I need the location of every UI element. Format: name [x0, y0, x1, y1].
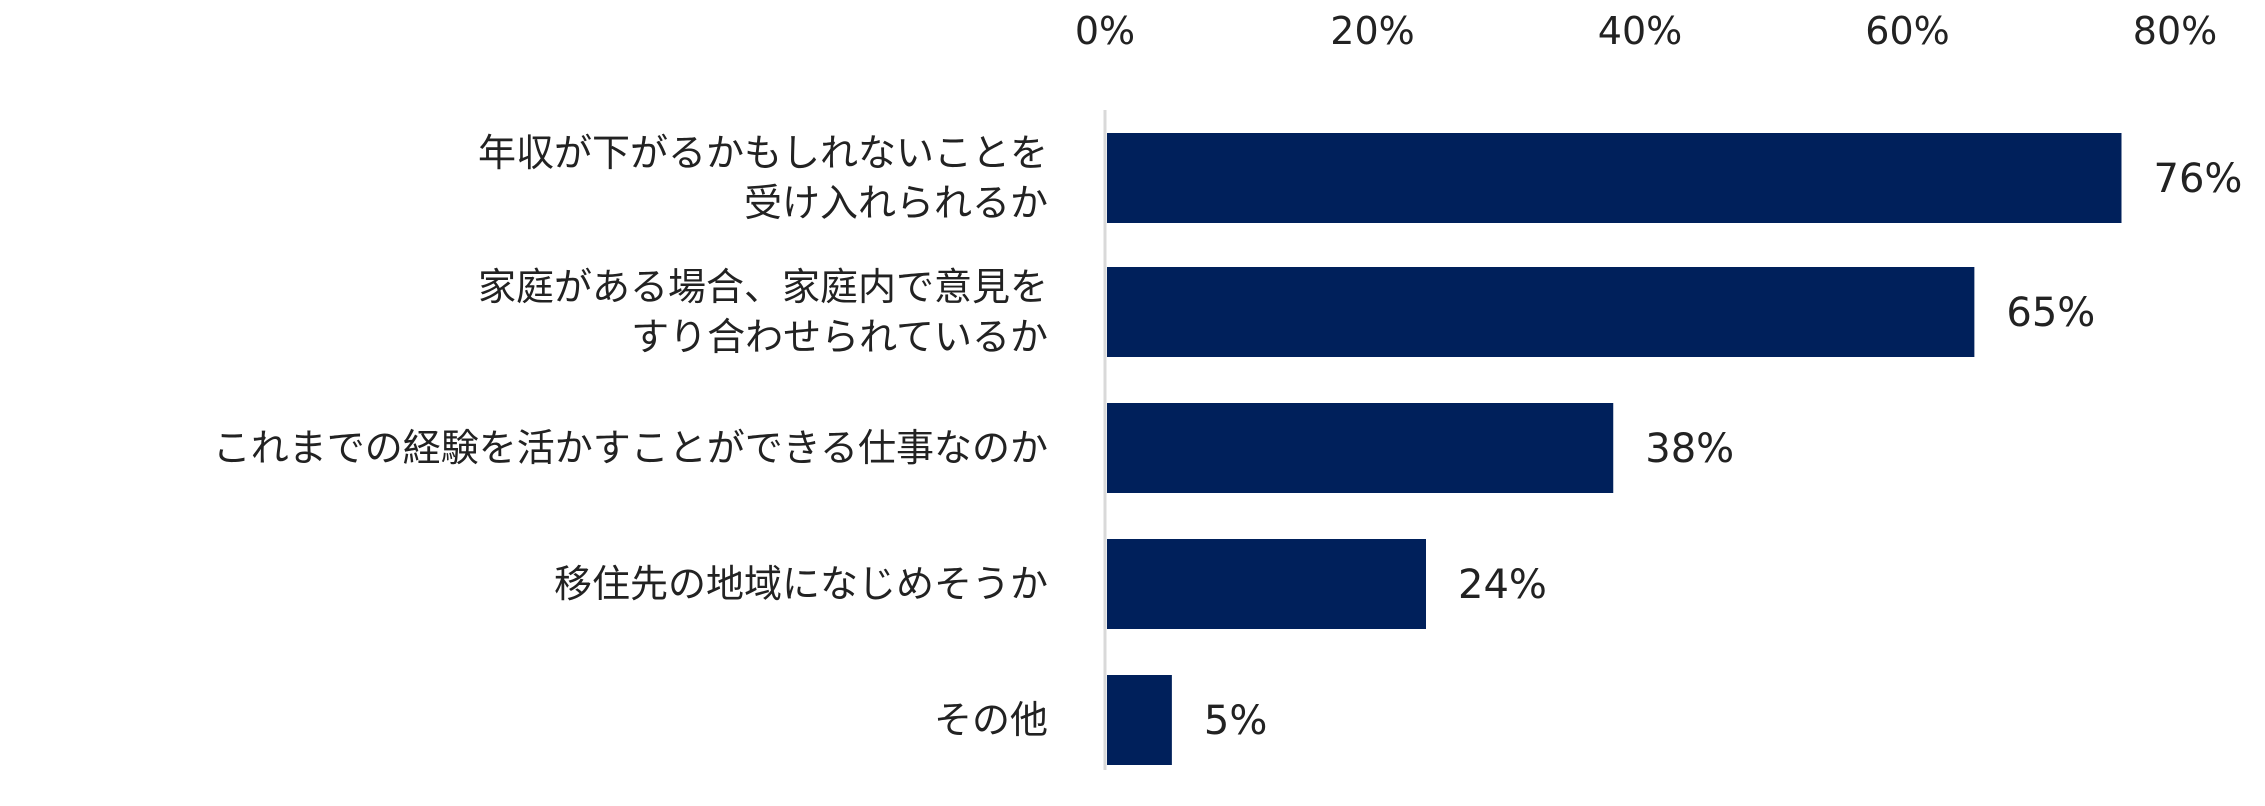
data-label-3: 24% [1458, 562, 1547, 608]
category-label-2-line-0: これまでの経験を活かすことができる仕事なのか [213, 426, 1048, 470]
category-label-1-line-1: すり合わせられているか [631, 315, 1048, 359]
category-label-4-line-0: その他 [934, 698, 1048, 742]
data-label-2: 38% [1645, 426, 1734, 472]
x-tick-label-2: 40% [1598, 9, 1682, 53]
bar-0 [1107, 133, 2122, 223]
category-labels: 年収が下がるかもしれないことを受け入れられるか家庭がある場合、家庭内で意見をすり… [213, 131, 1048, 742]
data-label-0: 76% [2154, 156, 2243, 202]
category-label-0-line-1: 受け入れられるか [744, 181, 1048, 225]
bars [1107, 133, 2122, 765]
x-axis-ticks: 0% 20% 40% 60% 80% [1075, 9, 2217, 53]
category-label-1-line-0: 家庭がある場合、家庭内で意見を [478, 265, 1048, 309]
x-tick-label-3: 60% [1865, 9, 1949, 53]
data-label-4: 5% [1204, 698, 1267, 744]
category-label-3-line-0: 移住先の地域になじめそうか [554, 562, 1048, 606]
x-tick-label-4: 80% [2133, 9, 2217, 53]
bar-1 [1107, 267, 1975, 357]
x-tick-label-1: 20% [1330, 9, 1414, 53]
bar-2 [1107, 403, 1614, 493]
bar-4 [1107, 675, 1172, 765]
data-label-1: 65% [2006, 290, 2095, 336]
bar-3 [1107, 539, 1426, 629]
x-tick-label-0: 0% [1075, 9, 1135, 53]
data-labels: 76% 65% 38% 24% 5% [1204, 156, 2243, 744]
category-label-0-line-0: 年収が下がるかもしれないことを [478, 131, 1048, 175]
